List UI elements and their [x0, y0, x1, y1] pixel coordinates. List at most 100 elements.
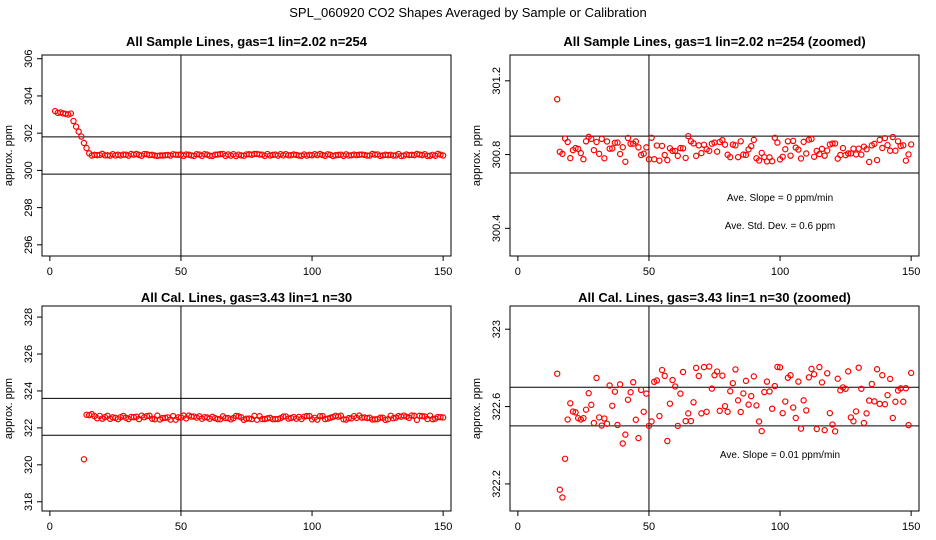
- data-point: [748, 392, 755, 400]
- data-point: [80, 139, 88, 147]
- data-point: [745, 401, 752, 408]
- data-point: [902, 157, 910, 164]
- data-point: [661, 372, 668, 380]
- y-tick-label: 302: [23, 124, 35, 142]
- data-point: [789, 404, 797, 411]
- data-point: [390, 415, 397, 422]
- data-point: [280, 413, 287, 420]
- data-point: [567, 154, 574, 162]
- data-point: [886, 375, 894, 383]
- data-point: [816, 363, 823, 371]
- data-point: [907, 141, 915, 148]
- data-point: [611, 388, 619, 395]
- y-axis-label: approx. ppm: [3, 125, 15, 186]
- data-point: [664, 437, 671, 445]
- data-point: [437, 413, 444, 421]
- data-point: [850, 145, 857, 152]
- data-point: [567, 400, 574, 407]
- data-point: [713, 148, 721, 155]
- data-point: [706, 363, 713, 370]
- data-point: [603, 138, 611, 145]
- data-point: [734, 153, 742, 161]
- data-point: [648, 134, 655, 141]
- data-point: [884, 141, 891, 149]
- y-tick-label: 322: [23, 419, 35, 437]
- plot-frame: [41, 54, 452, 257]
- data-point: [664, 156, 671, 164]
- data-point: [245, 415, 253, 422]
- data-point: [303, 412, 311, 420]
- data-point: [900, 142, 907, 149]
- data-point: [740, 390, 747, 397]
- data-point: [855, 364, 862, 371]
- data-point: [753, 402, 760, 409]
- data-point: [860, 419, 868, 427]
- data-point: [865, 158, 873, 166]
- data-point: [685, 132, 692, 140]
- y-tick-label: 300: [23, 161, 35, 179]
- data-point: [588, 135, 595, 143]
- data-point: [377, 414, 384, 421]
- annotation-text: Ave. Slope = 0.01 ppm/min: [720, 450, 840, 461]
- data-point: [826, 409, 834, 417]
- annotation-text: Ave. Std. Dev. = 0.6 ppm: [725, 221, 836, 232]
- data-point: [582, 406, 590, 413]
- data-point: [580, 414, 587, 422]
- data-point: [863, 410, 870, 417]
- x-tick-label: 50: [175, 521, 187, 533]
- data-point: [692, 364, 700, 372]
- data-point: [572, 144, 579, 152]
- data-point: [650, 155, 658, 163]
- data-point: [850, 418, 857, 425]
- data-point: [750, 136, 758, 144]
- data-point: [593, 374, 600, 382]
- data-point: [881, 134, 889, 142]
- data-point: [748, 142, 755, 150]
- data-point: [763, 378, 771, 385]
- y-tick-label: 323: [491, 320, 503, 338]
- data-point: [677, 144, 684, 152]
- data-point: [687, 417, 695, 425]
- data-point: [653, 377, 661, 384]
- data-point: [894, 138, 902, 145]
- data-point: [732, 366, 739, 373]
- x-tick-label: 150: [902, 521, 920, 533]
- data-point: [648, 418, 655, 425]
- data-point: [863, 146, 870, 153]
- data-point: [624, 396, 632, 403]
- data-point: [603, 420, 611, 427]
- data-point: [842, 385, 849, 392]
- data-point: [892, 398, 899, 405]
- data-point: [787, 152, 794, 159]
- data-point: [637, 386, 645, 394]
- data-point: [824, 370, 831, 377]
- data-point: [829, 421, 836, 428]
- data-point: [658, 142, 666, 150]
- data-point: [80, 456, 88, 463]
- data-point: [614, 421, 621, 429]
- plot-frame: [509, 305, 920, 512]
- data-point: [580, 155, 587, 163]
- x-tick-label: 0: [515, 521, 521, 533]
- data-point: [656, 157, 663, 164]
- data-point: [737, 138, 744, 145]
- data-point: [598, 135, 605, 143]
- data-point: [831, 140, 839, 147]
- data-point: [698, 149, 705, 157]
- data-point: [803, 150, 810, 157]
- data-point: [795, 146, 802, 153]
- data-point: [585, 390, 592, 397]
- y-tick-label: 326: [23, 345, 35, 363]
- x-tick-label: 0: [47, 266, 53, 278]
- data-point: [695, 372, 702, 380]
- x-tick-label: 50: [643, 266, 655, 278]
- data-point: [382, 416, 389, 424]
- data-point: [671, 383, 679, 390]
- data-point: [734, 397, 742, 404]
- data-point: [685, 410, 692, 417]
- x-tick-label: 100: [771, 521, 789, 533]
- data-point: [755, 157, 763, 164]
- data-point: [595, 150, 603, 158]
- data-point: [800, 138, 807, 146]
